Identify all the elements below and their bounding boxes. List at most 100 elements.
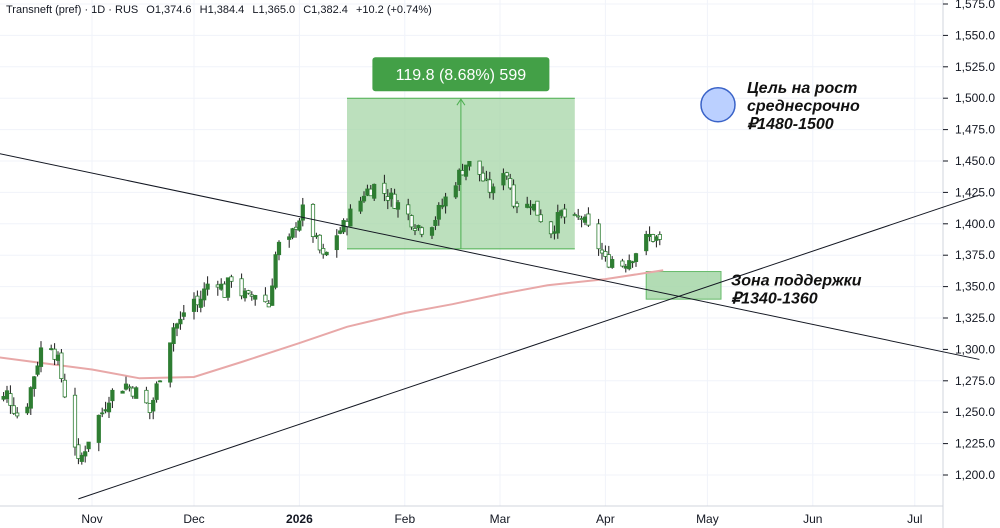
candle-body[interactable] <box>59 352 64 379</box>
candle-body[interactable] <box>130 387 135 397</box>
candle-body[interactable] <box>338 230 343 234</box>
descending-trendline[interactable] <box>0 151 980 360</box>
candle-body[interactable] <box>440 205 445 208</box>
candle-body[interactable] <box>195 295 200 306</box>
candle-body[interactable] <box>120 390 125 394</box>
candle-body[interactable] <box>321 248 326 255</box>
candle-body[interactable] <box>249 294 254 297</box>
candle-body[interactable] <box>324 251 329 256</box>
target-circle-marker[interactable] <box>700 87 736 123</box>
candle-body[interactable] <box>419 227 424 235</box>
candle-body[interactable] <box>429 227 435 236</box>
candle-body[interactable] <box>633 253 639 263</box>
candle-body[interactable] <box>103 409 108 412</box>
candle-body[interactable] <box>412 228 418 231</box>
candle-body[interactable] <box>487 179 492 193</box>
candle-body[interactable] <box>358 200 363 212</box>
candle-body[interactable] <box>100 412 105 415</box>
candle-body[interactable] <box>314 235 319 238</box>
candle-body[interactable] <box>457 169 462 185</box>
candle-body[interactable] <box>32 376 37 389</box>
candle-body[interactable] <box>4 390 10 399</box>
candle-body[interactable] <box>317 234 322 251</box>
candle-body[interactable] <box>365 188 370 196</box>
candle-body[interactable] <box>25 406 30 414</box>
candle-body[interactable] <box>508 178 513 189</box>
candle-body[interactable] <box>650 234 656 242</box>
candle-body[interactable] <box>467 160 472 167</box>
candle-body[interactable] <box>511 184 516 207</box>
candle-body[interactable] <box>174 323 180 329</box>
candle-body[interactable] <box>409 215 414 228</box>
candle-body[interactable] <box>453 185 458 198</box>
candle-body[interactable] <box>181 312 186 317</box>
candle-body[interactable] <box>198 298 203 308</box>
candle-body[interactable] <box>239 278 244 297</box>
candle-body[interactable] <box>644 233 649 252</box>
candle-body[interactable] <box>106 402 112 413</box>
candle-body[interactable] <box>535 200 540 216</box>
candle-body[interactable] <box>55 354 61 361</box>
candle-body[interactable] <box>300 204 305 221</box>
candle-body[interactable] <box>11 405 16 414</box>
candle-body[interactable] <box>290 228 295 238</box>
candle-body[interactable] <box>86 441 91 450</box>
ascending-trendline[interactable] <box>78 194 980 500</box>
candle-body[interactable] <box>491 186 496 194</box>
candle-body[interactable] <box>630 261 635 264</box>
candle-body[interactable] <box>276 241 282 256</box>
candle-body[interactable] <box>484 178 489 181</box>
candle-body[interactable] <box>205 283 210 290</box>
candle-body[interactable] <box>157 380 163 383</box>
candle-body[interactable] <box>525 203 530 208</box>
candle-body[interactable] <box>395 202 401 210</box>
candle-body[interactable] <box>191 298 197 312</box>
candle-body[interactable] <box>178 318 183 325</box>
candle-body[interactable] <box>463 164 469 177</box>
candle-body[interactable] <box>348 208 353 227</box>
candle-body[interactable] <box>62 379 67 398</box>
candle-body[interactable] <box>647 233 652 237</box>
candle-body[interactable] <box>246 290 251 294</box>
candle-body[interactable] <box>579 218 584 220</box>
candle-body[interactable] <box>127 386 132 389</box>
candle-body[interactable] <box>623 265 628 269</box>
candle-body[interactable] <box>514 202 520 208</box>
candle-body[interactable] <box>610 259 615 268</box>
candle-body[interactable] <box>8 393 13 406</box>
candle-body[interactable] <box>582 216 588 223</box>
candle-body[interactable] <box>222 283 227 298</box>
candle-body[interactable] <box>123 383 129 390</box>
candle-body[interactable] <box>334 235 339 251</box>
candle-body[interactable] <box>202 288 207 301</box>
candle-body[interactable] <box>372 183 377 199</box>
candle-body[interactable] <box>654 236 659 241</box>
candle-body[interactable] <box>586 213 591 226</box>
candle-body[interactable] <box>297 220 302 231</box>
candle-body[interactable] <box>35 365 40 375</box>
candle-body[interactable] <box>555 212 560 234</box>
candle-body[interactable] <box>219 283 224 290</box>
candle-body[interactable] <box>151 399 156 412</box>
candle-body[interactable] <box>310 203 316 237</box>
candle-body[interactable] <box>225 277 231 298</box>
candle-body[interactable] <box>144 389 149 404</box>
candle-body[interactable] <box>552 231 557 234</box>
candle-body[interactable] <box>253 295 258 300</box>
candle-body[interactable] <box>599 249 605 254</box>
candle-body[interactable] <box>76 444 81 459</box>
candle-body[interactable] <box>154 383 159 400</box>
candle-body[interactable] <box>416 225 421 229</box>
candle-body[interactable] <box>287 236 292 240</box>
candle-body[interactable] <box>562 208 567 218</box>
candle-body[interactable] <box>477 160 482 175</box>
candle-body[interactable] <box>52 348 57 360</box>
candle-body[interactable] <box>603 251 608 257</box>
candle-body[interactable] <box>368 188 373 197</box>
candle-body[interactable] <box>504 172 509 177</box>
candle-body[interactable] <box>270 285 275 306</box>
candle-body[interactable] <box>480 172 486 182</box>
candle-body[interactable] <box>460 170 465 176</box>
candle-body[interactable] <box>15 412 20 417</box>
